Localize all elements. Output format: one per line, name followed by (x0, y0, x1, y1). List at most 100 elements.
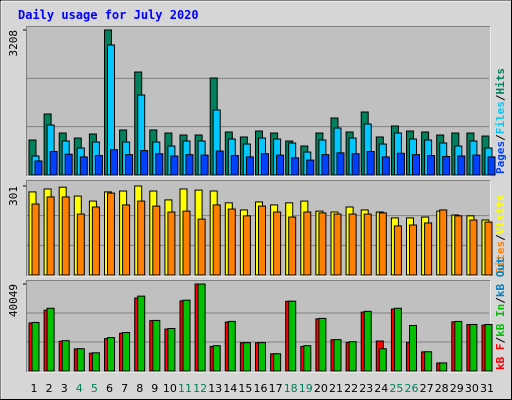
bar (91, 206, 100, 276)
bar (321, 154, 330, 176)
x-tick-label: 16 (254, 382, 268, 395)
x-tick-label: 1 (31, 382, 38, 395)
bar (61, 196, 70, 276)
bar (182, 299, 191, 372)
bar (245, 156, 254, 176)
legend-entry: Sites (494, 241, 507, 274)
bar (454, 320, 463, 372)
bar (409, 324, 417, 372)
x-tick-label: 17 (269, 382, 283, 395)
bar (351, 153, 360, 176)
bar (31, 321, 40, 372)
y-tick-label: 301 (7, 186, 20, 206)
bar (378, 212, 387, 276)
bar (303, 211, 312, 276)
bar (393, 225, 402, 276)
x-tick-label: 5 (91, 382, 98, 395)
x-tick-label: 19 (299, 382, 313, 395)
x-tick-label: 3 (61, 382, 68, 395)
legend-entry: kB F (494, 344, 507, 371)
bar (125, 154, 134, 176)
x-tick-label: 4 (76, 382, 83, 395)
bar (348, 341, 357, 372)
bar (91, 352, 100, 372)
bar (484, 323, 493, 372)
legend-entry: kB Out (494, 257, 507, 297)
bar (64, 153, 73, 176)
bar (487, 156, 496, 176)
bar (152, 319, 161, 372)
bar (140, 150, 149, 176)
bar (152, 205, 161, 276)
x-tick-label: 24 (374, 382, 388, 395)
bar (227, 320, 236, 372)
bar (393, 307, 402, 372)
bar (318, 317, 327, 372)
chart-title: Daily usage for July 2020 (18, 8, 199, 22)
bar (291, 157, 300, 176)
bar (76, 348, 85, 372)
bar (288, 300, 297, 372)
x-tick-label: 30 (465, 382, 479, 395)
x-tick-label: 6 (106, 382, 113, 395)
bar (273, 211, 282, 276)
bar (34, 160, 43, 176)
x-tick-label: 14 (223, 382, 237, 395)
legend-entry: Visits (494, 195, 507, 235)
bar (122, 204, 131, 276)
bar (457, 155, 466, 176)
legend: Sites/Visits (494, 195, 507, 275)
bar (46, 307, 55, 372)
bar (363, 213, 372, 276)
bar (49, 150, 58, 176)
x-tick-label: 9 (151, 382, 158, 395)
x-tick-label: 29 (450, 382, 464, 395)
bar (273, 353, 282, 372)
bar (427, 155, 436, 176)
legend-entry: Files (494, 101, 507, 134)
bar (412, 154, 420, 176)
y-tick-label: 40049 (7, 284, 20, 317)
bar (439, 362, 448, 372)
bar (107, 337, 115, 372)
bar (230, 155, 239, 176)
bar (137, 295, 146, 372)
bar (79, 156, 88, 176)
bar (348, 213, 357, 276)
bar (197, 218, 206, 276)
bar (442, 155, 451, 176)
x-tick-label: 28 (435, 382, 449, 395)
bar (197, 283, 206, 372)
x-tick-label: 7 (121, 382, 128, 395)
bar (366, 150, 375, 176)
bar (381, 156, 390, 176)
bar (303, 345, 312, 372)
legend-separator: / (494, 297, 507, 304)
x-tick-label: 31 (480, 382, 494, 395)
bar (212, 345, 221, 372)
bar (306, 159, 315, 176)
bar (110, 149, 118, 176)
bar (469, 323, 478, 372)
bar (439, 209, 448, 276)
bar (155, 153, 164, 176)
bar (107, 192, 115, 276)
bar (31, 203, 40, 276)
bar (336, 152, 345, 176)
bar (258, 205, 266, 276)
x-tick-label: 18 (284, 382, 298, 395)
x-tick-label: 20 (314, 382, 328, 395)
x-tick-label: 15 (238, 382, 252, 395)
bar (258, 342, 266, 372)
x-tick-label: 25 (389, 382, 403, 395)
legend-entry: Hits (494, 68, 507, 95)
bar (170, 155, 179, 176)
bar (137, 200, 146, 276)
bar (61, 340, 70, 372)
bar (288, 216, 297, 276)
bar (185, 154, 194, 176)
bar (215, 150, 224, 176)
bar (484, 221, 493, 276)
legend: Pages/Files/Hits (494, 68, 507, 174)
bar (242, 215, 251, 276)
